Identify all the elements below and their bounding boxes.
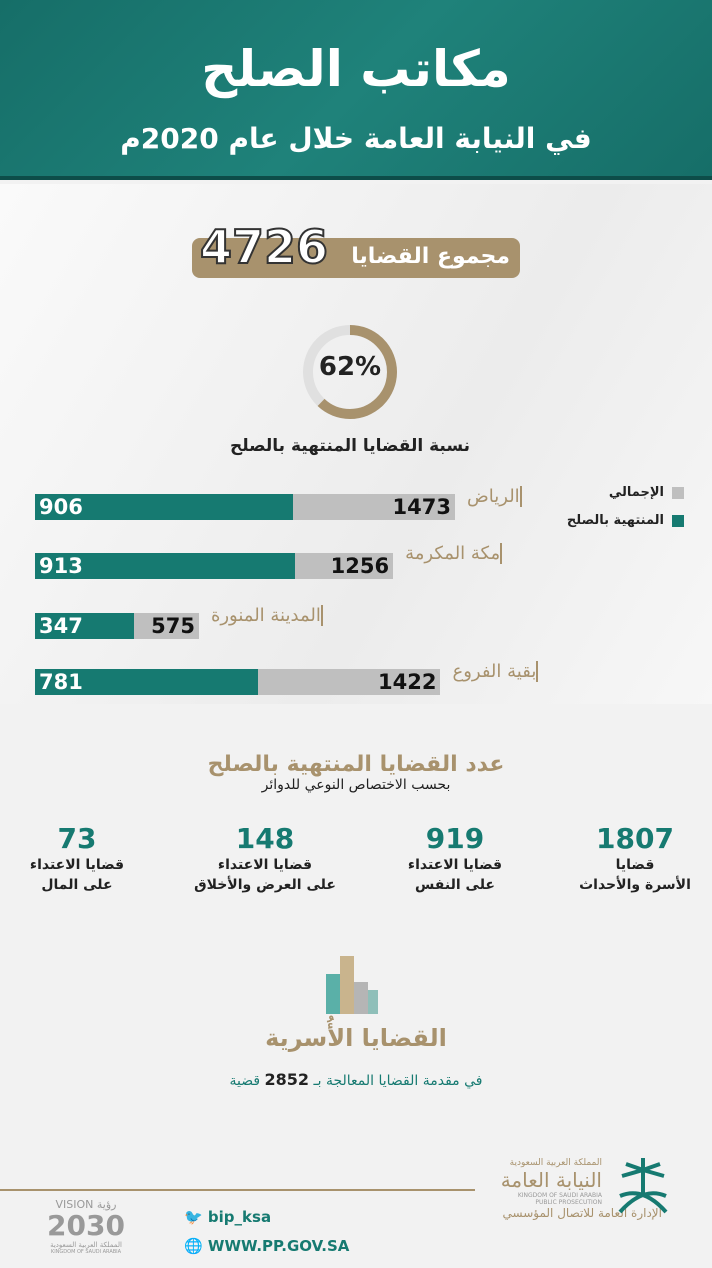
stat-honor: 148 قضايا الاعتداء على العرض والأخلاق: [180, 822, 350, 895]
stat-label: على النفس: [415, 877, 495, 893]
family-title: القضايا الأُسرية: [265, 1024, 447, 1052]
bar-settled-value: 347: [39, 614, 83, 638]
stat-label: على العرض والأخلاق: [194, 877, 336, 893]
stat-label: على المال: [41, 877, 113, 893]
total-value: 4726: [199, 219, 329, 275]
bar-total-value: 1256: [330, 554, 390, 578]
vision-year: 2030: [47, 1209, 125, 1242]
stat-label: قضايا الاعتداء: [217, 857, 313, 873]
org-country: المملكة العربية السعودية: [509, 1158, 602, 1168]
section-heading: عدد القضايا المنتهية بالصلح بحسب الاختصا…: [0, 752, 712, 793]
stat-value: 919: [425, 822, 485, 855]
section-subtitle: بحسب الاختصاص النوعي للدوائر: [261, 777, 451, 793]
header-banner: مكاتب الصلح في النيابة العامة خلال عام 2…: [0, 0, 712, 180]
stat-money: 73 قضايا الاعتداء على المال: [0, 822, 162, 895]
stat-label: قضايا: [615, 857, 655, 873]
org-name: النيابة العامة: [500, 1168, 602, 1192]
legend-item-total: الإجمالي: [609, 485, 684, 500]
twitter-link[interactable]: 🐦 bip_ksa: [184, 1208, 271, 1226]
stat-label: الأسرة والأحداث: [579, 877, 691, 893]
category-text: مكة المكرمة: [405, 543, 501, 564]
bar-row: 347 575: [35, 613, 199, 639]
category-text: بقية الفروع: [452, 661, 537, 682]
category-text: المدينة المنورة: [210, 605, 321, 626]
bar-settled: [35, 494, 294, 520]
org-en2: PUBLIC PROSECUTION: [535, 1199, 602, 1206]
bar-settled-value: 906: [39, 495, 83, 519]
vision-2030-logo: VISION رؤية 2030 المملكة العربية السعودي…: [36, 1198, 136, 1255]
org-en1: KINGDOM OF SAUDI ARABIA: [517, 1192, 602, 1199]
stat-label: قضايا الاعتداء: [407, 857, 503, 873]
bar-settled: [35, 669, 258, 695]
donut-percent: 62%: [318, 352, 382, 382]
page-title: مكاتب الصلح: [201, 40, 511, 98]
family-note: في مقدمة القضايا المعالجة بـ 2852 قضية: [0, 1070, 712, 1089]
bar-total-value: 1422: [378, 670, 437, 694]
percent-donut: [303, 325, 397, 419]
twitter-icon: 🐦: [184, 1208, 203, 1226]
globe-icon: 🌐: [184, 1237, 203, 1255]
footer-divider: [0, 1189, 475, 1191]
bar-category-label: مكة المكرمة: [399, 543, 503, 564]
org-logo-text: المملكة العربية السعودية النيابة العامة …: [472, 1158, 662, 1220]
bar-settled-value: 781: [39, 670, 83, 694]
bar-total-value: 1473: [392, 495, 451, 519]
legend-item-settled: المنتهية بالصلح: [567, 513, 684, 528]
stat-value: 1807: [596, 822, 674, 855]
donut-label: نسبة القضايا المنتهية بالصلح: [229, 436, 471, 456]
section-title: عدد القضايا المنتهية بالصلح: [207, 752, 505, 777]
legend-label: الإجمالي: [608, 485, 664, 500]
bar-category-label: الرياض: [461, 486, 522, 507]
bar-total-value: 575: [151, 614, 195, 638]
donut-fill: [303, 325, 397, 419]
legend-swatch-teal: [672, 514, 684, 527]
website-url: WWW.PP.GOV.SA: [207, 1237, 350, 1255]
category-text: الرياض: [467, 486, 520, 507]
vision-country: المملكة العربية السعودية: [50, 1241, 122, 1249]
page-subtitle: في النيابة العامة خلال عام 2020م: [120, 122, 592, 155]
bar-settled: [35, 553, 296, 579]
stat-self: 919 قضايا الاعتداء على النفس: [370, 822, 540, 895]
total-cases-badge: مجموع القضايا 4726: [192, 219, 520, 278]
stat-value: 73: [57, 822, 97, 855]
twitter-handle: bip_ksa: [207, 1208, 272, 1226]
bar-row: 913 1256: [35, 553, 394, 579]
legend-label: المنتهية بالصلح: [566, 513, 664, 528]
stat-family: 1807 قضايا الأسرة والأحداث: [550, 822, 712, 895]
bar-chart-icon: [326, 956, 378, 1014]
bar-settled: [35, 613, 134, 639]
vision-en: KINGDOM OF SAUDI ARABIA: [50, 1249, 122, 1255]
palm-swords-emblem-icon: [618, 1158, 668, 1214]
total-label: مجموع القضايا: [351, 244, 510, 269]
bar-category-label: المدينة المنورة: [205, 605, 323, 626]
vision-text: VISION رؤية: [55, 1198, 117, 1211]
bar-row: 781 1422: [35, 669, 441, 695]
bar-settled-value: 913: [39, 554, 83, 578]
bar-row: 906 1473: [35, 494, 455, 520]
stat-label: قضايا الاعتداء: [29, 857, 125, 873]
legend-swatch-gray: [672, 486, 684, 499]
website-link[interactable]: 🌐 WWW.PP.GOV.SA: [184, 1237, 349, 1255]
family-value: 2852: [264, 1070, 310, 1089]
stat-value: 148: [235, 822, 295, 855]
family-note-pre: في مقدمة القضايا المعالجة بـ: [313, 1073, 483, 1089]
bar-category-label: بقية الفروع: [446, 661, 539, 682]
family-note-post: قضية: [229, 1073, 261, 1089]
